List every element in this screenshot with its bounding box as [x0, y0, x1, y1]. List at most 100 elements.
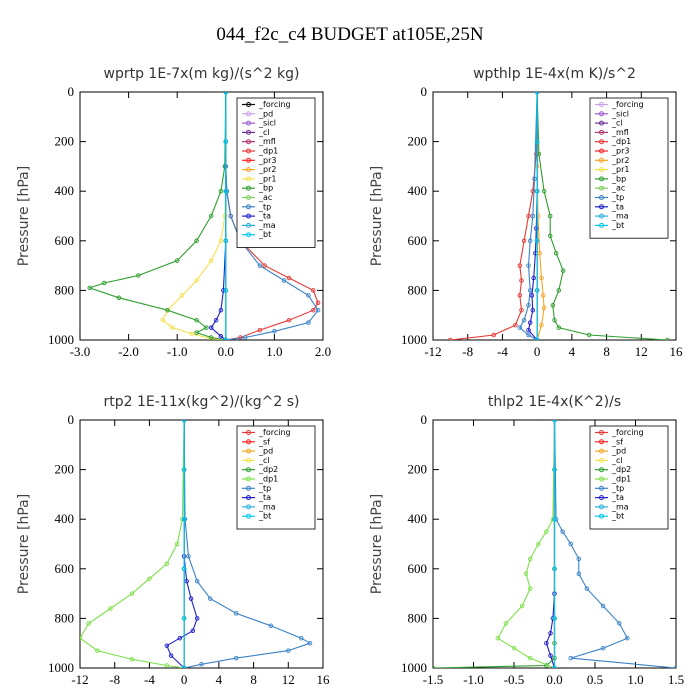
- data-point: [129, 657, 135, 662]
- legend-entry: _pr1: [611, 165, 629, 174]
- data-point: [257, 263, 263, 268]
- panel-3: rtp2 1E-11x(kg^2)/(kg^2 s) Pressure [hPa]…: [16, 394, 330, 687]
- legend-marker: [599, 213, 604, 219]
- data-point: [181, 665, 187, 668]
- data-point: [519, 278, 524, 283]
- legend-marker: [246, 139, 251, 145]
- legend-entry: _pr2: [611, 156, 629, 165]
- y-axis-label: Pressure [hPa]: [16, 494, 32, 594]
- x-tick-label: 16: [670, 344, 684, 359]
- legend: _forcing_sf_pd_cl_dp2_dp1_tp_ta_ma_bt: [589, 425, 669, 530]
- data-point: [521, 238, 527, 244]
- data-point: [213, 317, 219, 323]
- data-point: [544, 529, 549, 534]
- data-point: [548, 653, 553, 658]
- data-point: [534, 337, 540, 340]
- legend-entry: _sf: [611, 437, 623, 446]
- legend-marker: [246, 504, 251, 510]
- data-point: [534, 288, 540, 293]
- series-line-bp: [536, 92, 668, 340]
- data-point: [495, 635, 501, 641]
- x-tick-label: -12: [71, 672, 88, 687]
- legend-marker: [599, 111, 604, 117]
- legend-entry: _ta: [258, 212, 271, 221]
- data-point: [165, 307, 170, 313]
- data-point: [181, 616, 187, 621]
- data-point: [286, 317, 292, 323]
- legend-entry: _dp1: [611, 475, 631, 484]
- data-point: [530, 213, 536, 219]
- data-point: [517, 263, 523, 268]
- legend-marker: [246, 102, 251, 107]
- data-point: [523, 571, 529, 577]
- data-point: [164, 663, 170, 668]
- legend-entry: _ma: [611, 502, 629, 511]
- y-tick-label: 400: [408, 511, 428, 526]
- y-tick-label: 200: [55, 134, 75, 149]
- y-tick-label: 200: [408, 462, 428, 477]
- data-point: [194, 278, 199, 283]
- data-point: [517, 293, 523, 298]
- panel-1: wprtp 1E-7x(m kg)/(s^2 kg) Pressure [hPa]…: [16, 66, 331, 359]
- data-point: [190, 628, 196, 634]
- legend-marker: [246, 120, 251, 126]
- data-point: [433, 665, 436, 668]
- x-tick-label: -8: [462, 344, 473, 359]
- legend-entry: _dp2: [611, 465, 631, 474]
- data-point: [95, 648, 100, 653]
- legend-marker: [246, 185, 251, 191]
- data-point: [164, 643, 170, 648]
- data-point: [537, 250, 542, 256]
- data-point: [228, 213, 233, 219]
- legend-entry: _pr1: [258, 174, 276, 183]
- data-point: [491, 332, 497, 338]
- legend-marker: [246, 439, 251, 445]
- data-point: [87, 285, 92, 291]
- data-point: [540, 293, 546, 298]
- data-point: [534, 92, 540, 95]
- plot-frame: [79, 91, 324, 341]
- y-tick-label: 0: [421, 412, 428, 427]
- series-line-bp: [87, 92, 227, 340]
- data-point: [526, 327, 531, 333]
- legend-marker: [246, 167, 251, 173]
- data-point: [168, 653, 174, 658]
- data-point: [170, 325, 175, 330]
- x-tick-label: 1.5: [668, 672, 684, 687]
- data-point: [222, 213, 228, 219]
- legend-marker: [246, 467, 251, 473]
- data-point: [541, 188, 547, 194]
- x-tick-label: 0: [181, 672, 188, 687]
- legend-entry: _pd: [611, 447, 626, 456]
- data-point: [233, 655, 239, 661]
- legend-entry: _bt: [611, 512, 624, 521]
- data-point: [299, 635, 304, 641]
- legend-entry: _ac: [611, 184, 625, 193]
- y-axis-label: Pressure [hPa]: [16, 166, 32, 266]
- legend-entry: _ta: [258, 493, 271, 502]
- data-point: [547, 233, 553, 239]
- data-point: [311, 307, 316, 313]
- data-point: [184, 578, 189, 584]
- data-point: [181, 420, 187, 423]
- x-tick-label: 0.0: [546, 672, 562, 687]
- x-tick-label: -0.5: [504, 672, 525, 687]
- data-point: [194, 238, 199, 244]
- legend-marker: [599, 167, 604, 173]
- legend-marker: [246, 111, 251, 117]
- legend-entry: _tp: [258, 202, 271, 211]
- y-tick-label: 600: [408, 233, 428, 248]
- series-line-tp: [183, 420, 312, 668]
- y-tick-label: 200: [408, 134, 428, 149]
- panel-title: thlp2 1E-4x(K^2)/s: [488, 394, 621, 410]
- legend-marker: [246, 213, 251, 219]
- legend-marker: [246, 157, 251, 163]
- data-point: [223, 188, 229, 194]
- data-point: [208, 258, 214, 263]
- legend-marker: [246, 204, 251, 210]
- data-point: [116, 295, 122, 301]
- data-point: [531, 275, 536, 281]
- x-tick-label: 8: [250, 672, 257, 687]
- legend-entry: _dp2: [258, 465, 278, 474]
- data-point: [568, 541, 573, 547]
